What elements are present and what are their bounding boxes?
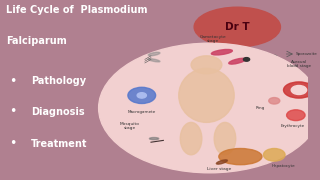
Text: •: • (9, 75, 17, 87)
Ellipse shape (214, 122, 236, 155)
Ellipse shape (148, 59, 160, 62)
Ellipse shape (284, 82, 314, 98)
Circle shape (287, 110, 305, 121)
Text: Treatment: Treatment (31, 139, 87, 149)
Text: Macrogamete: Macrogamete (128, 110, 156, 114)
Ellipse shape (149, 138, 159, 140)
Ellipse shape (194, 7, 280, 47)
Text: Life Cycle of  Plasmodium: Life Cycle of Plasmodium (6, 5, 148, 15)
Ellipse shape (219, 148, 262, 165)
Text: Dr T: Dr T (225, 22, 250, 32)
Text: •: • (9, 138, 17, 150)
Circle shape (137, 93, 146, 98)
Text: Mosquito
stage: Mosquito stage (119, 122, 140, 130)
Text: Liver stage: Liver stage (207, 167, 231, 171)
Ellipse shape (180, 122, 202, 155)
Text: Hepatocyte: Hepatocyte (272, 164, 295, 168)
Ellipse shape (216, 160, 227, 164)
Ellipse shape (179, 68, 234, 122)
Text: Sporozoite: Sporozoite (296, 52, 317, 56)
Circle shape (291, 86, 307, 94)
Circle shape (99, 43, 320, 173)
Circle shape (244, 58, 250, 61)
Circle shape (191, 56, 222, 74)
Text: Falciparum: Falciparum (6, 36, 67, 46)
Ellipse shape (148, 52, 160, 56)
Text: Asexual
blood stage: Asexual blood stage (287, 60, 311, 68)
Circle shape (269, 98, 280, 104)
Circle shape (128, 87, 156, 104)
Text: Erythrocyte: Erythrocyte (281, 124, 305, 128)
Text: Ring: Ring (256, 106, 265, 110)
Text: Gametocyte
stage: Gametocyte stage (199, 35, 226, 43)
Text: Diagnosis: Diagnosis (31, 107, 84, 117)
Ellipse shape (212, 50, 232, 55)
Circle shape (263, 148, 285, 161)
Ellipse shape (229, 58, 246, 64)
Text: •: • (9, 105, 17, 118)
Text: Pathology: Pathology (31, 76, 86, 86)
